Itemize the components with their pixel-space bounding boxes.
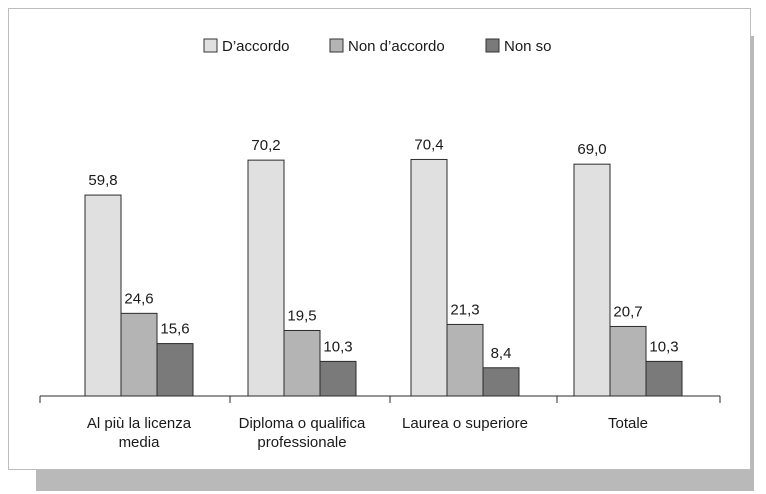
category-label-3: Laurea o superiore [402, 415, 528, 432]
legend-swatch [203, 38, 218, 53]
value-label-2-1: 70,2 [251, 137, 280, 154]
bar-2-2 [283, 329, 321, 397]
bar-2-3 [319, 360, 357, 397]
bar-1-3 [156, 343, 194, 397]
bar-1-1 [84, 194, 122, 397]
chart-value-labels: 59,8 24,6 15,6 70,2 19,5 10,3 70,4 21,3 8,4 69,0 2… [88, 136, 678, 361]
legend-swatch [329, 38, 344, 53]
category-labels: Al più la licenza media Diploma o qualific… [87, 415, 648, 451]
bar-1-2 [120, 312, 158, 397]
x-axis [39, 395, 721, 403]
chart-bars [84, 158, 683, 397]
category-label-2: Diploma o qualifica professionale [239, 415, 366, 451]
value-label-1-2: 24,6 [124, 290, 153, 307]
value-label-1-3: 15,6 [160, 321, 189, 338]
legend-item-3: Non so [485, 38, 552, 55]
category-label-4: Totale [608, 415, 648, 432]
value-label-2-3: 10,3 [323, 338, 352, 355]
value-label-3-1: 70,4 [414, 136, 443, 153]
bar-4-2 [609, 325, 647, 397]
value-label-4-3: 10,3 [649, 338, 678, 355]
value-label-3-2: 21,3 [450, 301, 479, 318]
bar-4-3 [645, 360, 683, 397]
bar-3-1 [410, 158, 448, 397]
bar-3-2 [446, 323, 484, 397]
category-label-1: Al più la licenza media [87, 415, 192, 451]
bar-4-1 [573, 163, 611, 397]
legend-label: Non d’accordo [348, 38, 445, 55]
legend-swatch [485, 38, 500, 53]
value-label-1-1: 59,8 [88, 172, 117, 189]
value-label-4-2: 20,7 [613, 303, 642, 320]
chart-legend: D’accordo Non d’accordo Non so [203, 38, 552, 55]
legend-item-1: D’accordo [203, 38, 290, 55]
legend-item-2: Non d’accordo [329, 38, 445, 55]
bar-2-1 [247, 159, 285, 397]
legend-label: D’accordo [222, 38, 290, 55]
legend-label: Non so [504, 38, 552, 55]
value-label-2-2: 19,5 [287, 307, 316, 324]
bar-3-3 [482, 367, 520, 397]
value-label-4-1: 69,0 [577, 141, 606, 158]
value-label-3-3: 8,4 [491, 345, 512, 362]
